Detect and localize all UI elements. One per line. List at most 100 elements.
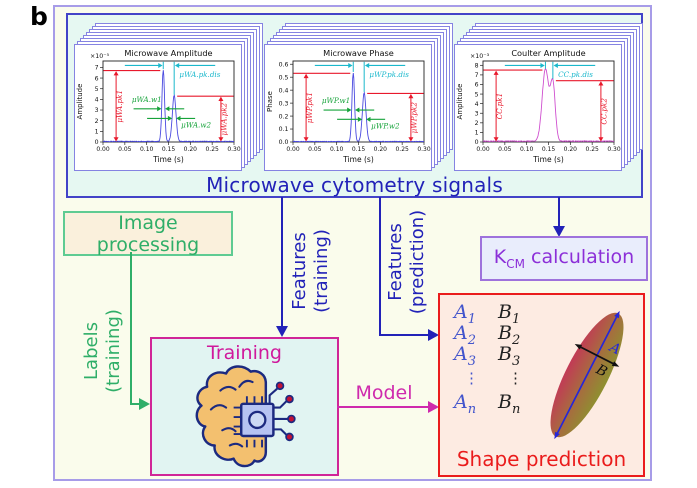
ab-table-row: A1 B1	[454, 301, 521, 327]
signal-stack-microwave-amplitude: Microwave Amplitude ×10⁻⁵ Amplitude Time (s…	[74, 23, 263, 171]
svg-text:0.20: 0.20	[374, 146, 388, 153]
svg-text:2: 2	[475, 120, 479, 127]
svg-text:μWP.w1: μWP.w1	[322, 96, 350, 105]
ab-values-table: A1 B1 A2 B2 A3 B3 ⋮ ⋮ An Bn	[454, 301, 544, 417]
signal-curve	[482, 67, 615, 143]
svg-text:0.6: 0.6	[279, 61, 289, 68]
ab-table-row: A3 B3	[454, 343, 521, 369]
model-label: Model	[355, 382, 413, 404]
svg-text:0.0: 0.0	[279, 139, 289, 146]
labels-training-arrow-line	[130, 252, 133, 404]
features-prediction-label: Features (prediction)	[385, 209, 428, 315]
signal-curve	[102, 70, 235, 143]
signal-panel: Coulter Amplitude ×10⁻³ Amplitude Time (s) 0…	[454, 44, 622, 171]
shape-prediction-label: Shape prediction	[456, 447, 627, 471]
svg-text:Time (s): Time (s)	[342, 155, 374, 164]
svg-text:Amplitude: Amplitude	[456, 84, 464, 120]
svg-text:6: 6	[95, 75, 99, 82]
svg-text:0.10: 0.10	[520, 146, 534, 153]
svg-text:μWP.pk2: μWP.pk2	[410, 102, 419, 134]
image-processing-label: Image processing	[96, 211, 200, 256]
svg-text:0.30: 0.30	[607, 146, 621, 153]
svg-text:μWA.w1: μWA.w1	[132, 95, 162, 104]
model-arrow-line	[337, 406, 428, 409]
svg-text:Coulter Amplitude: Coulter Amplitude	[511, 48, 585, 58]
svg-text:Amplitude: Amplitude	[76, 84, 84, 120]
svg-text:μWA.w2: μWA.w2	[181, 120, 211, 129]
kcm-arrow-line	[558, 197, 561, 226]
svg-text:Microwave Phase: Microwave Phase	[323, 48, 394, 58]
svg-text:Phase: Phase	[266, 91, 274, 112]
training-label: Training	[207, 342, 282, 364]
features-training-arrow-line	[281, 197, 284, 327]
svg-text:CC.pk1: CC.pk1	[495, 93, 504, 120]
svg-text:0.15: 0.15	[542, 146, 556, 153]
features-training-label: Features (training)	[289, 229, 332, 313]
signal-panel: Microwave Amplitude ×10⁻⁵ Amplitude Time (s…	[74, 44, 242, 171]
svg-text:Microwave Amplitude: Microwave Amplitude	[124, 48, 212, 58]
cell-ellipse-illustration: A B	[550, 310, 624, 440]
training-box: Training	[150, 337, 339, 476]
svg-text:μWP.pk.dis: μWP.pk.dis	[369, 70, 409, 79]
svg-text:4: 4	[475, 101, 479, 108]
ab-table-row: An Bn	[454, 391, 521, 417]
svg-text:0.10: 0.10	[330, 146, 344, 153]
shape-prediction-box: A1 B1 A2 B2 A3 B3 ⋮ ⋮ An Bn A B Shape	[438, 293, 645, 477]
svg-text:CC.pk.dis: CC.pk.dis	[558, 70, 593, 79]
svg-text:0.5: 0.5	[279, 74, 289, 81]
features-prediction-arrow-line	[379, 334, 428, 337]
svg-text:5: 5	[95, 86, 99, 93]
svg-text:8: 8	[475, 63, 479, 70]
signal-plot-microwave-phase: Microwave Phase Phase Time (s) 0.0 0.1 0.2 0.3…	[265, 45, 431, 170]
svg-text:7: 7	[475, 72, 479, 79]
labels-training-arrow-line	[130, 403, 140, 406]
signals-box-label: Microwave cytometry signals	[206, 173, 503, 197]
svg-text:0.2: 0.2	[279, 113, 289, 120]
svg-text:0.20: 0.20	[184, 146, 198, 153]
signal-stack-coulter-amplitude: Coulter Amplitude ×10⁻³ Amplitude Time (s) 0…	[454, 23, 643, 171]
svg-text:1: 1	[475, 130, 479, 137]
svg-text:0.00: 0.00	[96, 146, 110, 153]
svg-text:0.05: 0.05	[118, 146, 132, 153]
features-training-arrowhead-icon	[276, 326, 288, 337]
labels-training-arrowhead-icon	[139, 398, 150, 410]
svg-text:0.20: 0.20	[564, 146, 578, 153]
ab-table-row: ⋮ ⋮	[464, 369, 523, 387]
svg-text:Time (s): Time (s)	[532, 155, 564, 164]
kcm-calculation-box: KCM calculation	[480, 236, 648, 281]
svg-text:0.05: 0.05	[498, 146, 512, 153]
svg-text:0.3: 0.3	[279, 100, 289, 107]
svg-text:0.00: 0.00	[476, 146, 490, 153]
brain-chip-icon	[195, 365, 296, 468]
features-prediction-arrowhead-icon	[428, 329, 439, 341]
svg-text:4: 4	[95, 97, 99, 104]
svg-text:0.15: 0.15	[162, 146, 176, 153]
svg-text:0.00: 0.00	[286, 146, 300, 153]
features-prediction-arrow-line	[379, 197, 382, 336]
svg-text:3: 3	[475, 110, 479, 117]
labels-training-label: Labels (training)	[81, 309, 124, 393]
svg-text:0.25: 0.25	[585, 146, 599, 153]
svg-text:0: 0	[95, 139, 99, 146]
image-processing-box: Image processing	[63, 211, 233, 256]
svg-text:2: 2	[95, 118, 99, 125]
signal-stack-microwave-phase: Microwave Phase Phase Time (s) 0.0 0.1 0.2 0.3…	[264, 23, 453, 171]
ab-table-row: A2 B2	[454, 322, 521, 348]
svg-text:0.30: 0.30	[417, 146, 431, 153]
svg-text:0.05: 0.05	[308, 146, 322, 153]
svg-text:μWA.pk1: μWA.pk1	[115, 90, 124, 123]
model-arrowhead-icon	[428, 401, 439, 413]
svg-text:μWP.w2: μWP.w2	[371, 121, 400, 130]
svg-text:1: 1	[95, 129, 99, 136]
svg-text:0.10: 0.10	[140, 146, 154, 153]
svg-text:0.25: 0.25	[395, 146, 409, 153]
svg-text:3: 3	[95, 107, 99, 114]
svg-text:μWA.pk.dis: μWA.pk.dis	[179, 70, 220, 79]
svg-text:CC.pk2: CC.pk2	[600, 98, 609, 125]
svg-text:μWP.pk1: μWP.pk1	[305, 92, 314, 123]
signal-plot-microwave-amplitude: Microwave Amplitude ×10⁻⁵ Amplitude Time (s…	[75, 45, 241, 170]
kcm-arrowhead-icon	[553, 226, 565, 237]
svg-text:×10⁻⁵: ×10⁻⁵	[90, 53, 110, 60]
